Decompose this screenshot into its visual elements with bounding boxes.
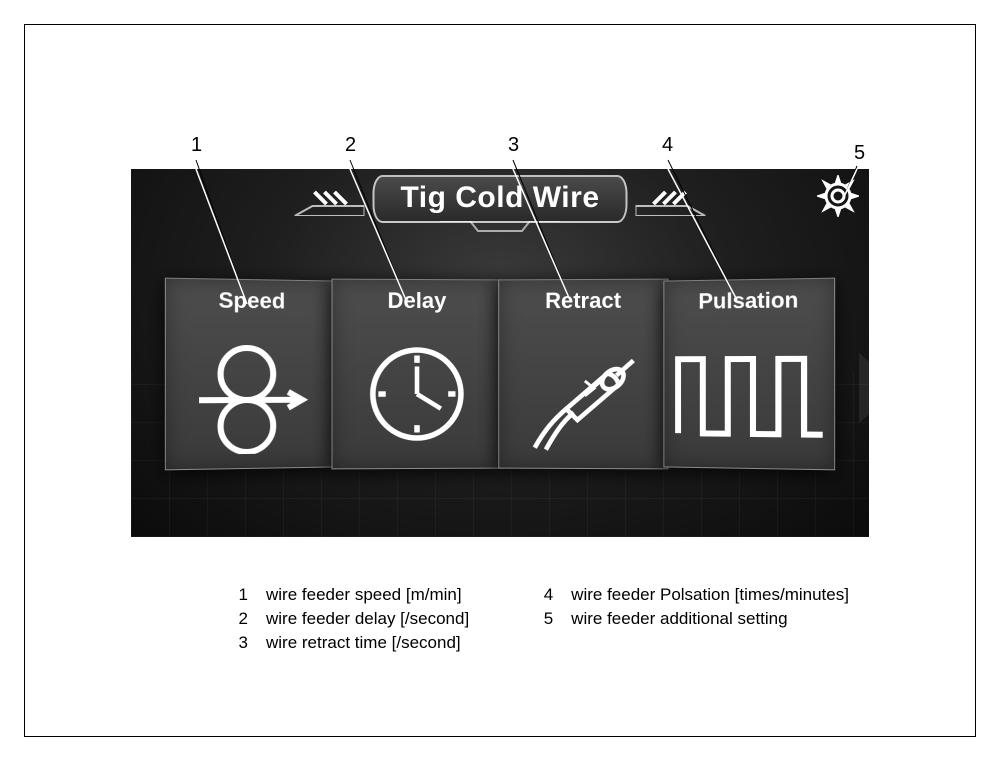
legend-num: 2 bbox=[234, 609, 248, 629]
legend-item-3: 3 wire retract time [/second] bbox=[234, 633, 469, 653]
legend-item-2: 2 wire feeder delay [/second] bbox=[234, 609, 469, 629]
tile-label: Retract bbox=[545, 288, 621, 314]
banner-wing-left bbox=[294, 182, 364, 216]
legend-text: wire retract time [/second] bbox=[266, 633, 461, 653]
legend-num: 4 bbox=[539, 585, 553, 605]
banner-wing-right bbox=[636, 182, 706, 216]
legend-num: 5 bbox=[539, 609, 553, 629]
legend-column-left: 1 wire feeder speed [m/min] 2 wire feede… bbox=[234, 585, 469, 653]
legend-item-1: 1 wire feeder speed [m/min] bbox=[234, 585, 469, 605]
clock-icon bbox=[333, 320, 501, 469]
callout-number-1: 1 bbox=[191, 134, 202, 157]
callout-number-3: 3 bbox=[508, 134, 519, 157]
legend-num: 3 bbox=[234, 633, 248, 653]
legend-text: wire feeder Polsation [times/minutes] bbox=[571, 585, 849, 605]
gear-icon bbox=[817, 175, 859, 217]
screen-title: Tig Cold Wire bbox=[372, 175, 627, 223]
document-page: 1 2 3 4 5 Tig Cold Wire bbox=[0, 0, 1000, 761]
tile-delay[interactable]: Delay bbox=[332, 279, 502, 470]
title-banner: Tig Cold Wire bbox=[294, 175, 705, 223]
tiles-row: Speed Delay bbox=[131, 279, 869, 469]
legend: 1 wire feeder speed [m/min] 2 wire feede… bbox=[234, 585, 849, 653]
legend-text: wire feeder speed [m/min] bbox=[266, 585, 462, 605]
settings-button[interactable] bbox=[817, 175, 859, 217]
pulse-wave-icon bbox=[664, 319, 834, 469]
legend-text: wire feeder additional setting bbox=[571, 609, 787, 629]
tile-label: Pulsation bbox=[698, 287, 798, 314]
tile-pulsation[interactable]: Pulsation bbox=[663, 278, 835, 471]
legend-num: 1 bbox=[234, 585, 248, 605]
tile-label: Speed bbox=[219, 288, 286, 315]
device-screen: Tig Cold Wire bbox=[131, 169, 869, 537]
torch-retract-icon bbox=[499, 320, 667, 469]
legend-column-right: 4 wire feeder Polsation [times/minutes] … bbox=[539, 585, 849, 653]
speed-rollers-icon bbox=[166, 319, 336, 469]
tile-retract[interactable]: Retract bbox=[498, 279, 668, 470]
banner-sub-ornament bbox=[440, 221, 560, 233]
callout-number-2: 2 bbox=[345, 134, 356, 157]
tile-label: Delay bbox=[388, 288, 447, 314]
legend-item-4: 4 wire feeder Polsation [times/minutes] bbox=[539, 585, 849, 605]
callout-number-5: 5 bbox=[854, 142, 865, 165]
legend-item-5: 5 wire feeder additional setting bbox=[539, 609, 849, 629]
legend-text: wire feeder delay [/second] bbox=[266, 609, 469, 629]
tile-speed[interactable]: Speed bbox=[165, 278, 337, 471]
callout-number-4: 4 bbox=[662, 134, 673, 157]
